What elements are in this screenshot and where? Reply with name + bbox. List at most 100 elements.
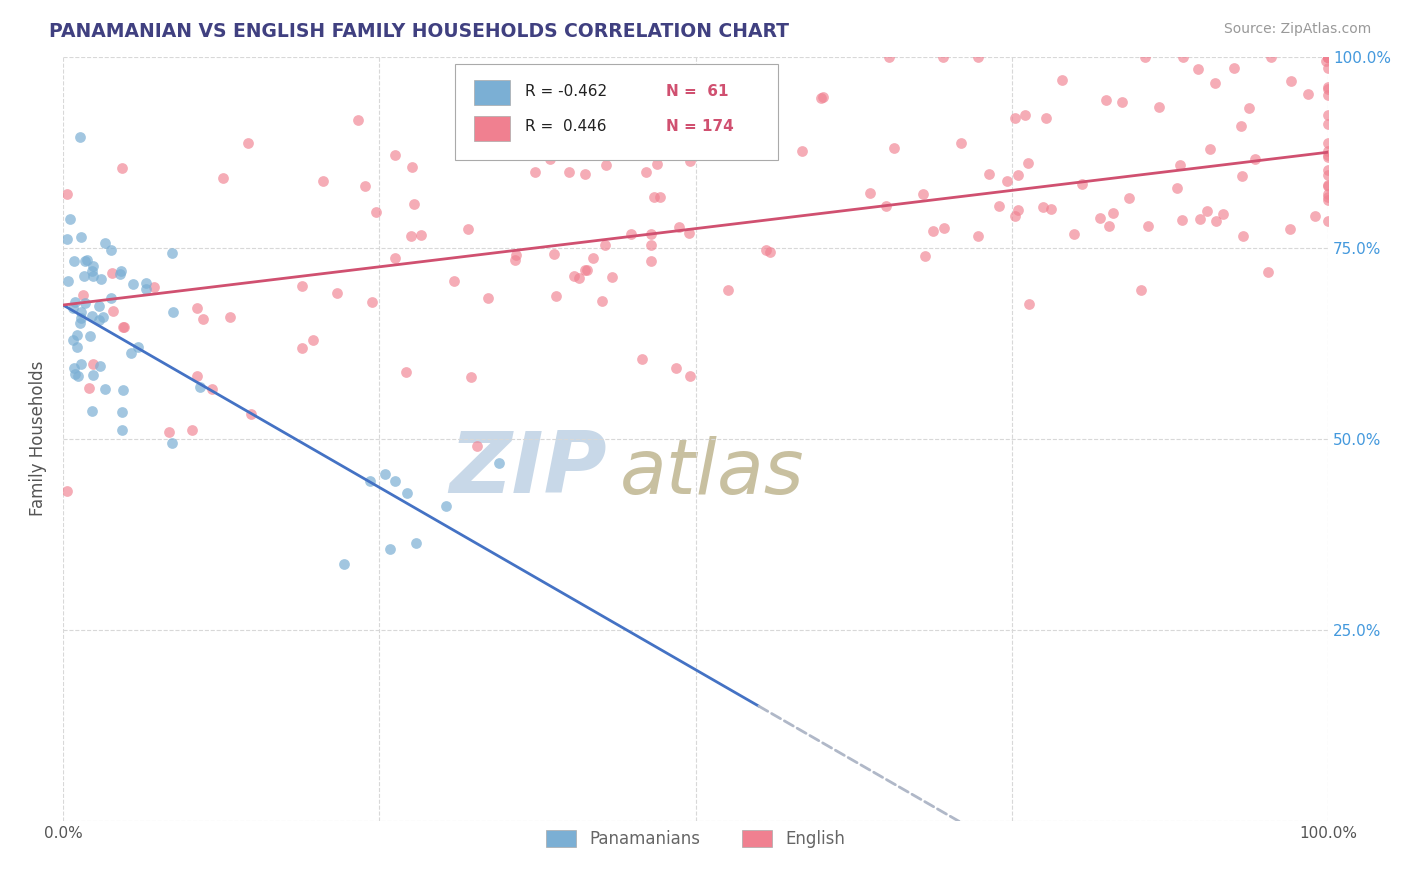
- Point: [1237, 101, 1260, 115]
- Point: [82, 259, 104, 273]
- Point: [1317, 79, 1340, 94]
- Point: [70, 310, 93, 325]
- Text: ZIP: ZIP: [450, 428, 607, 511]
- Point: [347, 112, 370, 127]
- Point: [1197, 204, 1219, 219]
- Point: [108, 268, 131, 282]
- Point: [1199, 142, 1222, 156]
- Point: [353, 179, 375, 194]
- Point: [384, 474, 406, 488]
- Point: [620, 227, 643, 241]
- Point: [111, 405, 134, 419]
- Point: [648, 189, 671, 203]
- Point: [1204, 76, 1226, 90]
- Point: [631, 352, 654, 367]
- Point: [364, 204, 387, 219]
- Point: [1230, 120, 1253, 134]
- Point: [1317, 193, 1340, 207]
- Bar: [474, 79, 509, 105]
- Point: [66, 340, 89, 354]
- Point: [457, 222, 479, 236]
- Point: [1317, 117, 1340, 131]
- Point: [1212, 207, 1234, 221]
- Point: [63, 254, 86, 268]
- Point: [399, 229, 422, 244]
- Point: [100, 243, 122, 257]
- Point: [79, 381, 101, 395]
- Point: [1317, 190, 1340, 204]
- Text: PANAMANIAN VS ENGLISH FAMILY HOUSEHOLDS CORRELATION CHART: PANAMANIAN VS ENGLISH FAMILY HOUSEHOLDS …: [49, 22, 789, 41]
- Point: [56, 231, 79, 245]
- Point: [966, 50, 988, 64]
- Point: [1063, 227, 1085, 242]
- Point: [859, 186, 882, 200]
- Point: [82, 404, 104, 418]
- Point: [180, 423, 202, 437]
- Point: [333, 558, 356, 572]
- Point: [443, 274, 465, 288]
- Point: [591, 293, 613, 308]
- Point: [79, 329, 101, 343]
- Point: [70, 230, 93, 244]
- Point: [63, 295, 86, 310]
- Point: [1317, 62, 1340, 76]
- Point: [82, 368, 104, 382]
- Point: [211, 170, 233, 185]
- Point: [758, 245, 780, 260]
- Text: R = -0.462: R = -0.462: [524, 84, 607, 98]
- Point: [1303, 210, 1326, 224]
- Point: [579, 145, 602, 159]
- Point: [1317, 150, 1340, 164]
- Point: [405, 536, 427, 550]
- Point: [1171, 212, 1194, 227]
- Point: [1317, 50, 1340, 64]
- Point: [73, 253, 96, 268]
- Point: [640, 227, 662, 241]
- Point: [1315, 54, 1337, 69]
- Point: [966, 229, 988, 244]
- Point: [186, 369, 208, 384]
- Point: [409, 228, 432, 243]
- Point: [1317, 50, 1340, 64]
- Point: [1317, 168, 1340, 182]
- Point: [82, 268, 104, 283]
- Point: [995, 174, 1018, 188]
- Point: [378, 541, 401, 556]
- Point: [562, 268, 585, 283]
- Point: [582, 251, 605, 265]
- Point: [932, 220, 955, 235]
- Point: [1317, 186, 1340, 201]
- Point: [1317, 87, 1340, 102]
- Point: [135, 282, 157, 296]
- Point: [465, 439, 488, 453]
- Point: [575, 263, 598, 277]
- Point: [1035, 112, 1057, 126]
- FancyBboxPatch shape: [456, 64, 778, 160]
- Point: [1317, 50, 1340, 64]
- Y-axis label: Family Households: Family Households: [30, 361, 46, 516]
- Point: [1004, 209, 1026, 223]
- Point: [640, 253, 662, 268]
- Text: N =  61: N = 61: [666, 84, 728, 98]
- Point: [66, 328, 89, 343]
- Point: [58, 274, 80, 288]
- Point: [82, 357, 104, 371]
- Point: [1317, 179, 1340, 194]
- Point: [110, 263, 132, 277]
- Point: [912, 186, 935, 201]
- Point: [434, 500, 457, 514]
- Point: [1317, 162, 1340, 177]
- Point: [112, 320, 135, 334]
- Point: [810, 91, 832, 105]
- Point: [1017, 156, 1039, 170]
- Point: [87, 299, 110, 313]
- Point: [505, 248, 527, 262]
- Point: [1317, 136, 1340, 150]
- Point: [877, 50, 900, 64]
- Text: N = 174: N = 174: [666, 120, 734, 135]
- Point: [1118, 191, 1140, 205]
- Point: [93, 382, 115, 396]
- Point: [73, 295, 96, 310]
- Point: [56, 187, 79, 202]
- Point: [505, 137, 527, 152]
